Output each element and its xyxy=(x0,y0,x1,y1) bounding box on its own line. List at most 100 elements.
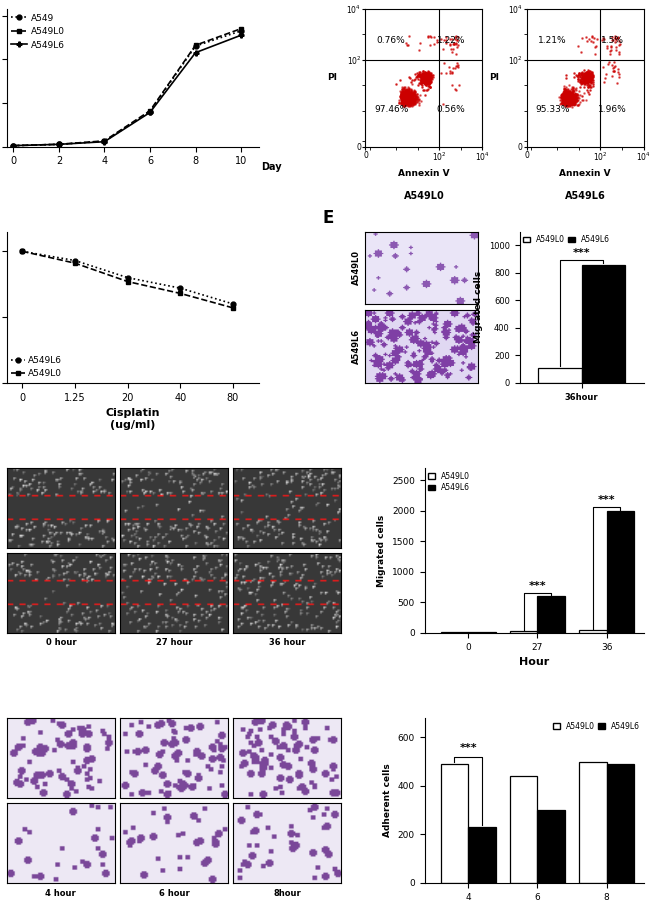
Point xyxy=(581,71,592,86)
Point xyxy=(573,66,584,80)
Point xyxy=(406,93,417,107)
Point xyxy=(578,73,588,87)
Point xyxy=(401,92,411,106)
Point xyxy=(580,71,590,86)
Point xyxy=(400,95,411,109)
Point xyxy=(419,73,430,87)
Point xyxy=(580,68,590,83)
Point xyxy=(422,73,432,87)
Point xyxy=(580,69,590,84)
Point xyxy=(556,89,567,104)
Point xyxy=(422,76,433,90)
Point xyxy=(399,90,410,105)
Y-axis label: Migrated cells: Migrated cells xyxy=(377,514,386,587)
Point xyxy=(565,86,575,101)
Point xyxy=(560,92,571,106)
Point xyxy=(561,97,571,112)
Point xyxy=(564,91,574,105)
Point xyxy=(402,86,413,100)
Point xyxy=(400,83,411,97)
Point xyxy=(402,92,413,106)
Point xyxy=(402,89,412,104)
Point xyxy=(567,81,578,96)
Point xyxy=(400,92,410,106)
Point xyxy=(579,66,590,80)
Point xyxy=(565,92,575,106)
Point xyxy=(558,93,569,107)
Point xyxy=(402,93,412,107)
Point xyxy=(580,71,590,86)
Point xyxy=(397,92,408,106)
Point xyxy=(406,90,416,105)
Point xyxy=(439,33,449,48)
Point xyxy=(398,90,409,105)
Point xyxy=(564,93,574,107)
Point xyxy=(403,90,413,105)
Point xyxy=(564,86,574,100)
Point xyxy=(582,77,592,92)
Point xyxy=(561,94,571,108)
Point xyxy=(571,68,581,82)
Point xyxy=(586,68,596,83)
Point xyxy=(562,86,572,100)
Point xyxy=(404,89,414,104)
Point xyxy=(562,91,572,105)
Point xyxy=(449,35,460,50)
Point xyxy=(582,75,593,89)
Point xyxy=(422,71,433,86)
Point xyxy=(559,91,569,105)
Point xyxy=(398,96,408,111)
Point xyxy=(582,73,592,87)
Point xyxy=(400,92,410,106)
Point xyxy=(400,95,410,109)
Point xyxy=(408,89,419,104)
Point xyxy=(403,94,413,108)
Point xyxy=(562,85,572,99)
Point xyxy=(569,92,580,106)
Point xyxy=(560,86,571,100)
Point xyxy=(397,90,408,105)
Point xyxy=(402,89,413,104)
Point xyxy=(398,88,408,103)
Point xyxy=(419,77,429,91)
Point xyxy=(404,89,415,104)
Point xyxy=(422,69,433,84)
Point xyxy=(399,93,410,107)
Point xyxy=(582,71,593,86)
Point xyxy=(399,96,410,110)
Point xyxy=(398,95,409,109)
Point xyxy=(572,68,582,83)
Point xyxy=(422,69,433,84)
Point xyxy=(562,82,572,96)
A549L0 xyxy=(71,258,79,268)
Point xyxy=(407,88,417,103)
Point xyxy=(424,76,434,90)
Point xyxy=(403,89,413,104)
Point xyxy=(581,72,592,86)
Point xyxy=(400,89,410,104)
Point xyxy=(578,69,588,84)
Point xyxy=(565,93,575,107)
Point xyxy=(581,70,592,85)
Point xyxy=(565,88,575,103)
Point xyxy=(564,93,575,107)
Point xyxy=(441,35,451,50)
Point xyxy=(417,75,427,89)
Point xyxy=(564,90,575,105)
Point xyxy=(566,93,577,107)
Point xyxy=(567,93,578,107)
Point xyxy=(413,97,424,112)
Point xyxy=(406,75,416,89)
Point xyxy=(397,83,408,97)
Point xyxy=(422,68,432,83)
Point xyxy=(410,87,421,102)
Point xyxy=(417,71,428,86)
Point xyxy=(398,93,409,107)
Point xyxy=(421,68,432,82)
Point xyxy=(584,68,595,82)
Point xyxy=(403,94,413,108)
Point xyxy=(564,89,575,104)
Point xyxy=(418,72,428,86)
Point xyxy=(419,68,430,83)
Point xyxy=(556,90,567,105)
